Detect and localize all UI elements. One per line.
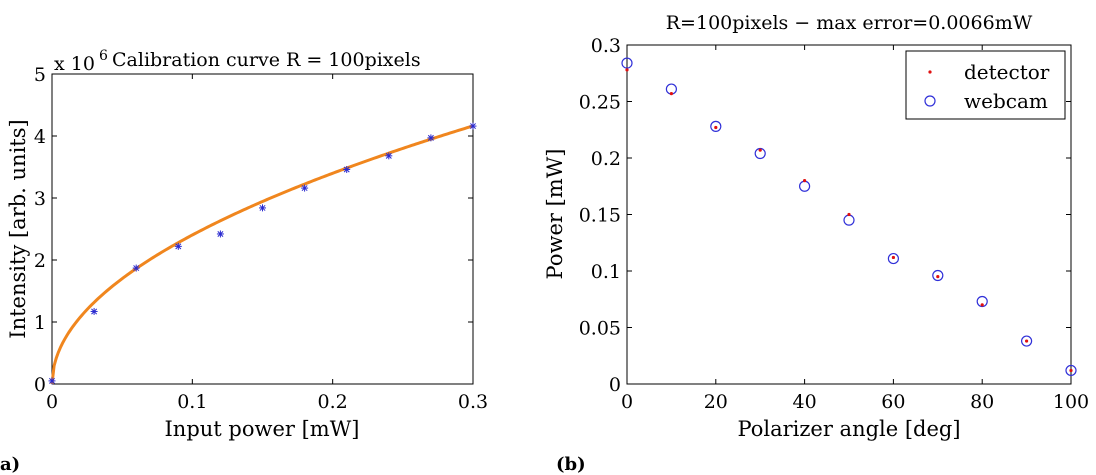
chart-b-detector-point (669, 91, 674, 96)
chart-b-webcam-point (976, 295, 988, 308)
chart-b-detector-point (936, 275, 940, 279)
legend-webcam-marker (924, 95, 936, 107)
chart-a-point (90, 307, 98, 315)
chart-a-data-points (48, 122, 477, 385)
chart-b-y-axis-label: Power [mW] (543, 149, 567, 280)
chart-b-y-tick-label: 0.05 (579, 318, 621, 340)
legend-detector-label: detector (964, 60, 1050, 84)
chart-b-webcam-point (932, 269, 944, 282)
legend-detector-marker (928, 70, 932, 74)
chart-b-webcam-point (798, 180, 811, 192)
chart-a-fit-curve (50, 124, 474, 385)
chart-b-legend: detector webcam (905, 50, 1066, 120)
chart-b-detector-point (758, 148, 762, 152)
chart-b-data-points (621, 57, 1077, 377)
chart-b-x-tick-label: 60 (881, 391, 905, 413)
polarizer-chart: R=100pixels − max error=0.0066mW Polariz… (543, 12, 1089, 441)
panel-label-a: a) (0, 454, 20, 475)
chart-b-x-axis-label: Polarizer angle [deg] (737, 417, 960, 441)
chart-a-plot-frame (51, 73, 474, 385)
chart-a-point (259, 204, 266, 212)
chart-a-point (132, 264, 140, 272)
chart-b-x-tick-label: 0 (621, 391, 633, 413)
chart-b-detector-point (803, 179, 807, 183)
chart-b-y-tick-label: 0.2 (591, 148, 621, 170)
chart-b-webcam-point (621, 57, 633, 69)
chart-a-x-tick-label: 0 (46, 391, 58, 413)
chart-b-y-tick-label: 0.3 (591, 35, 621, 57)
chart-a-y-tick-label: 1 (34, 312, 46, 334)
chart-a-x-tick-label: 0.2 (318, 391, 348, 413)
chart-b-detector-point (625, 68, 629, 72)
chart-b-webcam-point (710, 120, 722, 132)
chart-b-x-tick-label: 80 (970, 391, 994, 413)
chart-b-x-ticks: 0 20 40 60 80 100 (621, 45, 1089, 413)
chart-a-point (469, 122, 477, 130)
chart-b-detector-point (1069, 368, 1073, 373)
legend-webcam-label: webcam (964, 89, 1048, 113)
chart-b-detector-point (714, 125, 718, 130)
chart-b-y-tick-label: 0.1 (591, 261, 621, 283)
chart-b-webcam-point (887, 252, 900, 265)
chart-b-detector-point (847, 212, 851, 217)
chart-a-point (48, 377, 56, 385)
chart-a-point (301, 184, 309, 192)
chart-b-y-tick-label: 0.15 (579, 205, 621, 227)
chart-b-y-tick-label: 0.25 (579, 92, 621, 114)
chart-a-title: Calibration curve R = 100pixels (112, 49, 421, 71)
chart-a-y-tick-label: 5 (34, 64, 46, 86)
chart-a-y-tick-label: 4 (34, 126, 46, 148)
chart-a-x-tick-label: 0.3 (458, 391, 488, 413)
chart-a-y-tick-label: 3 (34, 188, 46, 210)
chart-b-x-tick-label: 100 (1053, 391, 1089, 413)
chart-a-x-ticks: 0 0.1 0.2 0.3 (46, 74, 488, 413)
chart-a-point (343, 165, 351, 173)
chart-b-detector-point (891, 255, 896, 260)
chart-b-x-tick-label: 40 (793, 391, 817, 413)
chart-b-y-ticks: 0 0.05 0.1 0.15 0.2 0.25 0.3 (579, 35, 1071, 396)
chart-b-webcam-point (754, 147, 766, 160)
chart-b-webcam-point (1065, 364, 1077, 377)
chart-a-point (216, 230, 224, 238)
chart-b-webcam-point (843, 214, 855, 226)
panel-label-b: (b) (556, 454, 586, 475)
chart-a-point (385, 152, 393, 160)
chart-b-x-tick-label: 20 (704, 391, 728, 413)
chart-a-point (427, 134, 435, 142)
calibration-chart: Calibration curve R = 100pixels x 10 6 I… (6, 48, 488, 441)
chart-a-point (174, 242, 182, 250)
legend-box (905, 50, 1066, 120)
chart-b-title: R=100pixels − max error=0.0066mW (666, 12, 1033, 34)
chart-a-y-ticks: 0 1 2 3 4 5 (34, 64, 473, 396)
chart-a-x-axis-label: Input power [mW] (165, 417, 360, 441)
chart-b-detector-point (980, 303, 984, 307)
chart-b-y-tick-label: 0 (609, 374, 621, 396)
chart-a-y-multiplier-exponent: 6 (99, 48, 108, 64)
chart-a-x-tick-label: 0.1 (177, 391, 207, 413)
chart-a-y-tick-label: 2 (34, 250, 46, 272)
chart-a-y-axis-label: Intensity [arb. units] (6, 119, 30, 338)
chart-b-webcam-point (1020, 335, 1033, 347)
chart-b-detector-point (1025, 339, 1029, 343)
chart-a-y-multiplier: x 10 (54, 53, 95, 75)
chart-a-y-tick-label: 0 (34, 374, 46, 396)
